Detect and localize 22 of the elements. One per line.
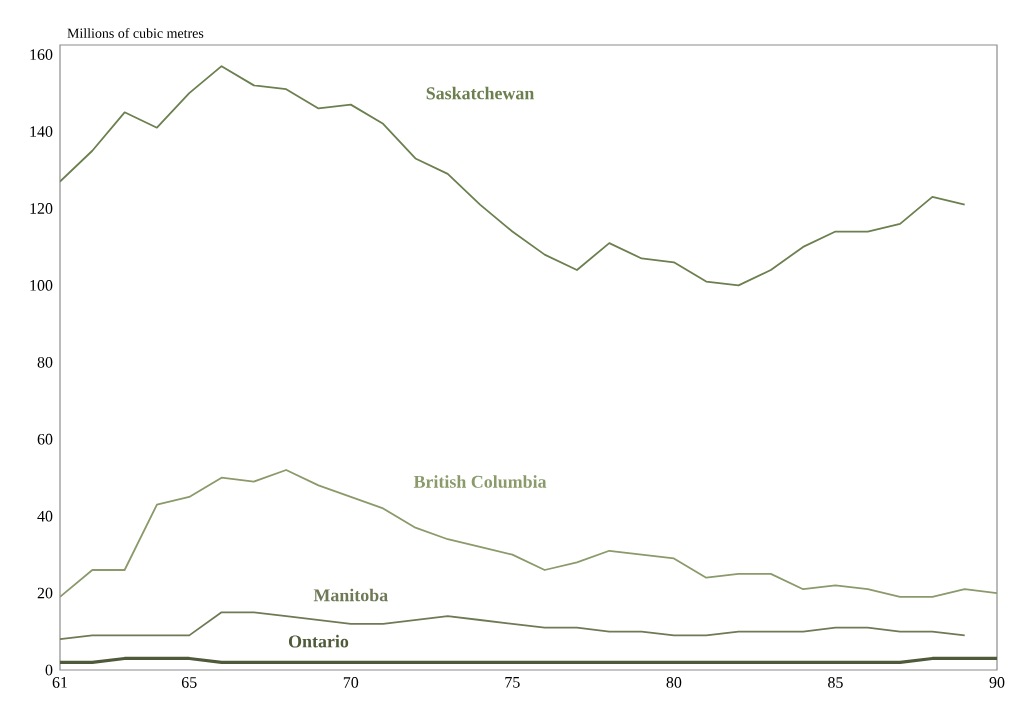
- series-label: Ontario: [288, 634, 349, 648]
- line-series: [60, 65, 966, 287]
- x-tick-label: 85: [828, 677, 843, 688]
- series-label: British Columbia: [413, 475, 547, 488]
- series-label: Manitoba: [313, 588, 388, 602]
- x-tick-label: 80: [666, 677, 682, 688]
- y-tick-label: 20: [37, 587, 53, 599]
- y-tick-label: 80: [37, 356, 53, 368]
- x-tick-label: 70: [343, 677, 359, 688]
- x-tick-label: 61: [52, 677, 67, 688]
- y-tick-label: 0: [45, 664, 53, 676]
- x-tick-label: 90: [989, 677, 1005, 688]
- y-tick-label: 120: [30, 203, 53, 214]
- y-tick-label: 140: [30, 126, 53, 137]
- text: Saskatchewan: [426, 86, 535, 100]
- y-tick-label: 40: [37, 510, 53, 522]
- x-tick-label: 75: [505, 677, 520, 688]
- y-tick-label: 160: [30, 49, 53, 60]
- y-tick-label: 100: [30, 280, 53, 291]
- y-tick-label: 60: [37, 433, 53, 445]
- y-axis-title: Millions of cubic metres: [67, 28, 204, 38]
- x-tick-label: 65: [181, 677, 197, 688]
